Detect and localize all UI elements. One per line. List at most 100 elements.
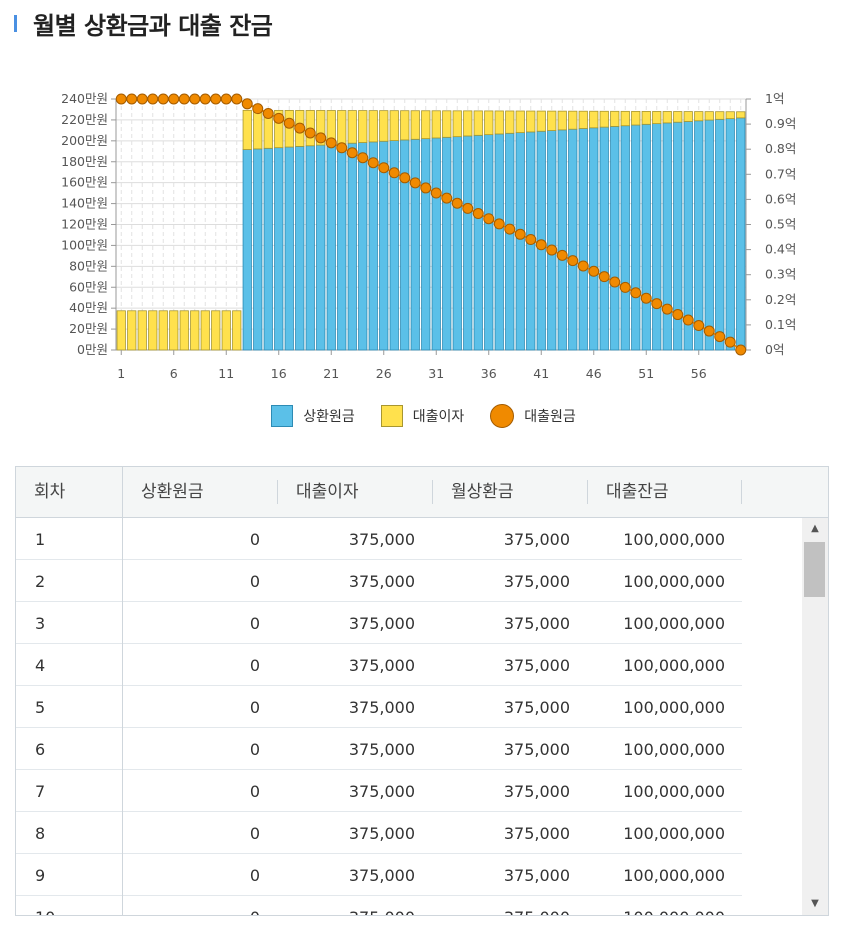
bar-interest bbox=[379, 110, 389, 142]
balance-point bbox=[441, 192, 453, 204]
bar-interest bbox=[442, 110, 452, 138]
scroll-down-icon[interactable]: ▼ bbox=[811, 898, 819, 909]
table-scrollbar[interactable]: ▲ ▼ bbox=[802, 518, 828, 915]
legend-item-principal[interactable]: 상환원금 bbox=[271, 404, 355, 428]
legend-principal-label: 상환원금 bbox=[303, 409, 355, 425]
cell-monthly-payment: 375,000 bbox=[503, 698, 570, 717]
bar-principal bbox=[725, 118, 735, 351]
bar-principal bbox=[557, 129, 567, 351]
cell-interest: 375,000 bbox=[348, 782, 415, 801]
table-row[interactable]: 3 0 375,000 375,000 100,000,000 bbox=[16, 602, 742, 644]
bar-interest bbox=[389, 110, 399, 141]
bar-interest bbox=[610, 110, 620, 127]
balance-point bbox=[546, 244, 558, 256]
bar-interest bbox=[431, 110, 441, 139]
cell-monthly-payment: 375,000 bbox=[503, 530, 570, 549]
table-row[interactable]: 5 0 375,000 375,000 100,000,000 bbox=[16, 686, 742, 728]
bar-interest bbox=[662, 111, 672, 124]
scrollbar-thumb[interactable] bbox=[804, 542, 825, 597]
y-left-tick-label: 20만원 bbox=[69, 321, 108, 336]
balance-point bbox=[178, 93, 190, 105]
bar-principal bbox=[736, 117, 746, 351]
cell-interest: 375,000 bbox=[348, 530, 415, 549]
y-right-tick-label: 0.1억 bbox=[765, 317, 796, 332]
cell-interest: 375,000 bbox=[348, 866, 415, 885]
y-right-tick-label: 0.6억 bbox=[765, 191, 796, 206]
balance-point bbox=[556, 249, 568, 261]
table-row[interactable]: 6 0 375,000 375,000 100,000,000 bbox=[16, 728, 742, 770]
x-tick-label: 6 bbox=[170, 366, 178, 380]
bar-interest bbox=[148, 310, 158, 351]
cell-installment: 10 bbox=[16, 896, 123, 915]
cell-monthly-payment: 375,000 bbox=[503, 656, 570, 675]
y-right-tick-label: 1억 bbox=[765, 91, 784, 106]
balance-point bbox=[336, 142, 348, 154]
balance-point bbox=[630, 287, 642, 299]
bar-principal bbox=[400, 139, 410, 351]
header-installment[interactable]: 회차 bbox=[34, 482, 66, 502]
bar-principal bbox=[368, 141, 378, 351]
bar-interest bbox=[221, 310, 231, 351]
header-principal[interactable]: 상환원금 bbox=[141, 482, 204, 502]
cell-interest: 375,000 bbox=[348, 824, 415, 843]
balance-point bbox=[651, 298, 663, 310]
balance-point bbox=[672, 309, 684, 321]
header-monthly-payment[interactable]: 월상환금 bbox=[451, 482, 514, 502]
cell-installment: 3 bbox=[35, 614, 46, 633]
cell-balance: 100,000,000 bbox=[623, 782, 725, 801]
bar-interest bbox=[641, 111, 651, 125]
cell-balance: 100,000,000 bbox=[588, 896, 742, 915]
bar-interest bbox=[683, 111, 693, 122]
cell-balance: 100,000,000 bbox=[623, 614, 725, 633]
bar-interest bbox=[127, 310, 137, 351]
table-row[interactable]: 8 0 375,000 375,000 100,000,000 bbox=[16, 812, 742, 854]
cell-balance: 100,000,000 bbox=[623, 530, 725, 549]
scroll-up-icon[interactable]: ▲ bbox=[811, 523, 819, 534]
table-row[interactable]: 4 0 375,000 375,000 100,000,000 bbox=[16, 644, 742, 686]
bar-principal bbox=[620, 125, 630, 351]
legend-item-balance[interactable]: 대출원금 bbox=[490, 404, 576, 428]
balance-point bbox=[168, 93, 180, 105]
header-interest[interactable]: 대출이자 bbox=[296, 482, 359, 502]
bar-interest bbox=[452, 110, 462, 138]
balance-point bbox=[273, 112, 285, 124]
title-accent-bar bbox=[14, 14, 17, 32]
balance-point bbox=[252, 103, 264, 115]
x-tick-label: 31 bbox=[428, 366, 444, 380]
table-row[interactable]: 9 0 375,000 375,000 100,000,000 bbox=[16, 854, 742, 896]
cell-monthly-payment: 375,000 bbox=[503, 782, 570, 801]
bar-interest bbox=[211, 310, 221, 351]
bar-interest bbox=[169, 310, 179, 351]
cell-balance: 100,000,000 bbox=[623, 866, 725, 885]
bar-principal bbox=[599, 126, 609, 351]
table-row[interactable]: 2 0 375,000 375,000 100,000,000 bbox=[16, 560, 742, 602]
balance-point bbox=[126, 93, 138, 105]
bar-principal bbox=[263, 147, 273, 351]
cell-installment: 1 bbox=[35, 530, 46, 549]
cell-installment: 8 bbox=[35, 824, 46, 843]
balance-point bbox=[147, 93, 159, 105]
table-row[interactable]: 7 0 375,000 375,000 100,000,000 bbox=[16, 770, 742, 812]
cell-monthly-payment: 375,000 bbox=[503, 740, 570, 759]
y-right-tick-label: 0억 bbox=[765, 342, 784, 357]
y-left-tick-label: 140만원 bbox=[61, 196, 108, 211]
balance-point bbox=[189, 93, 201, 105]
balance-point bbox=[577, 260, 589, 272]
legend-item-interest[interactable]: 대출이자 bbox=[380, 404, 464, 428]
bar-interest bbox=[704, 111, 714, 121]
bar-interest bbox=[715, 111, 725, 120]
column-divider bbox=[122, 518, 123, 915]
balance-point bbox=[493, 218, 505, 230]
bar-interest bbox=[179, 310, 189, 351]
cell-balance: 100,000,000 bbox=[623, 740, 725, 759]
bar-principal bbox=[610, 126, 620, 351]
table-row[interactable]: 1 0 375,000 375,000 100,000,000 bbox=[16, 518, 742, 560]
x-tick-label: 36 bbox=[481, 366, 497, 380]
header-balance[interactable]: 대출잔금 bbox=[606, 482, 669, 502]
cell-principal: 0 bbox=[249, 698, 260, 717]
cell-interest: 375,000 bbox=[348, 614, 415, 633]
legend-balance-label: 대출원금 bbox=[524, 409, 576, 425]
balance-point bbox=[525, 234, 537, 246]
bar-interest bbox=[505, 110, 515, 134]
